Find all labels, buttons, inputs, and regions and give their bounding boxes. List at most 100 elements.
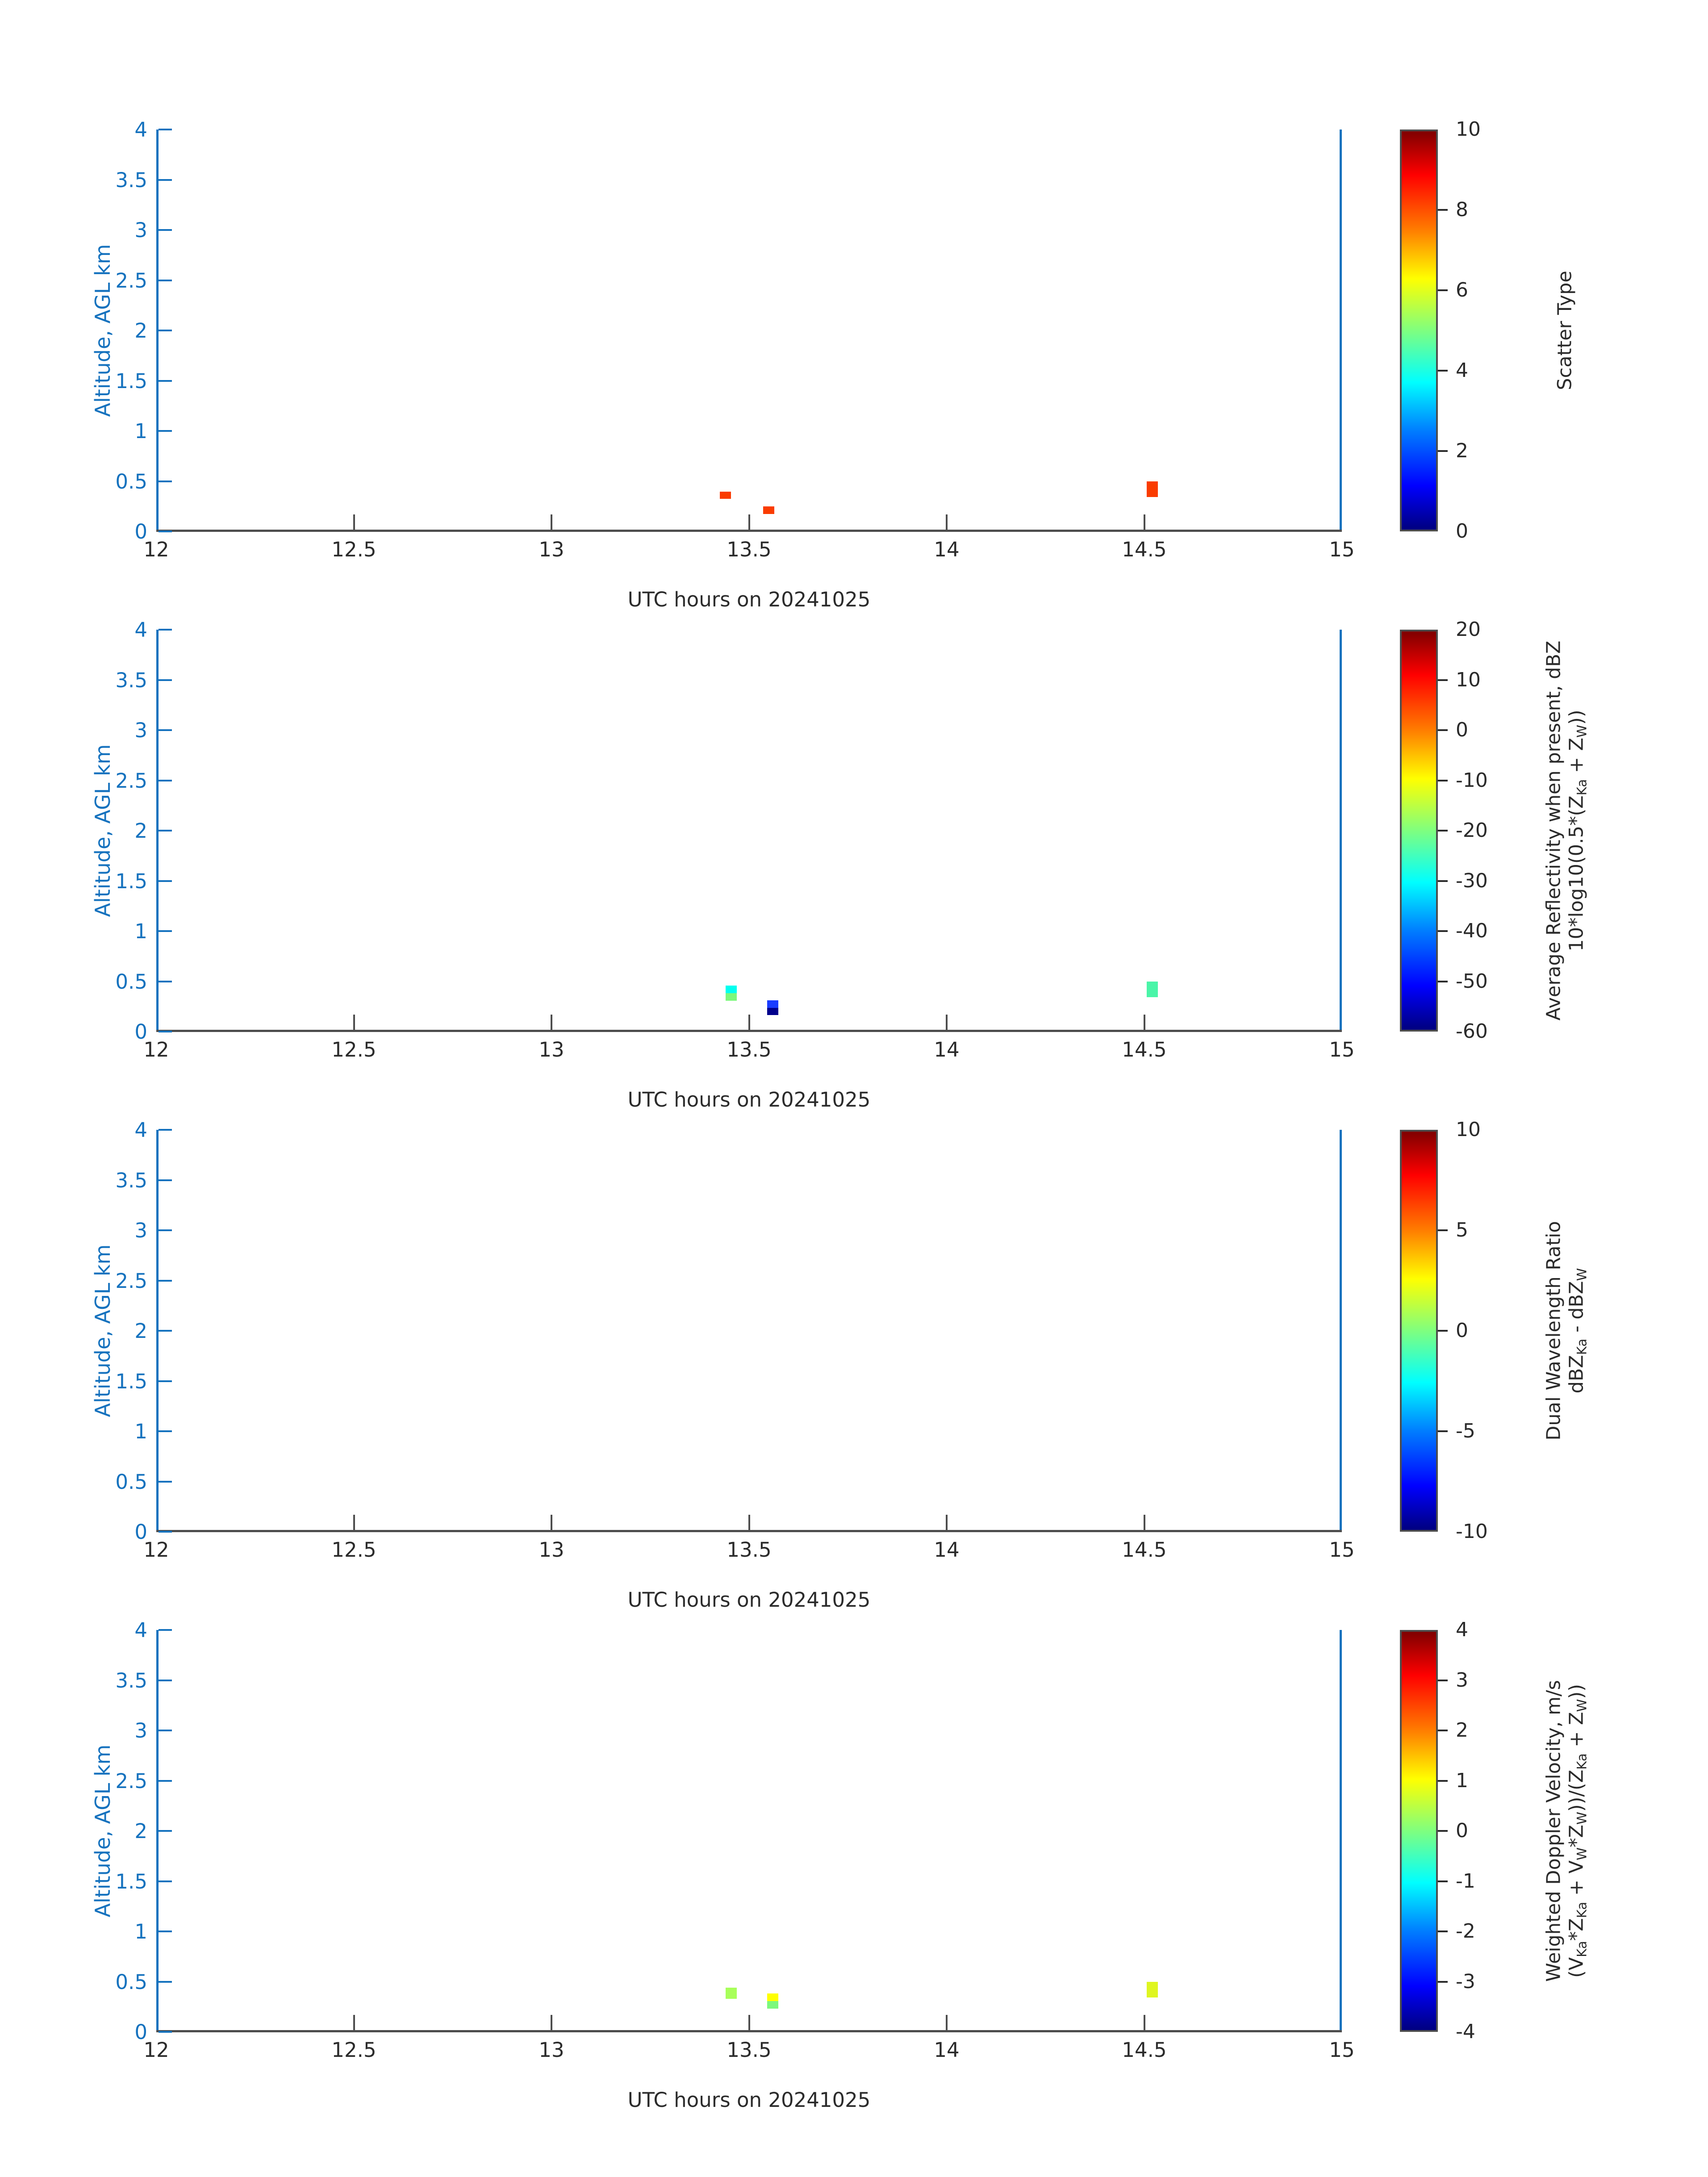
y-axis-tick-label: 3.5: [115, 668, 147, 692]
axis-spine-left: [156, 630, 159, 1032]
colorbar-tick: [1438, 1330, 1448, 1332]
x-axis-tick: [946, 1015, 948, 1032]
y-axis-title: Altitude, AGL km: [91, 744, 115, 917]
colorbar-tick-label: 8: [1456, 198, 1468, 221]
y-axis-tick-label: 3: [134, 719, 147, 742]
x-axis-tick: [551, 1015, 552, 1032]
colorbar-gradient: [1400, 630, 1438, 1032]
x-axis-title: UTC hours on 20241025: [627, 1588, 871, 1612]
x-axis-tick: [946, 514, 948, 531]
axis-spine-right: [1340, 1630, 1342, 2032]
data-marker: [1146, 1982, 1158, 1997]
data-marker: [763, 506, 775, 514]
y-axis-tick-label: 2: [134, 1319, 147, 1343]
y-axis-tick: [159, 1880, 172, 1882]
x-axis-tick-label: 15: [1329, 538, 1355, 561]
colorbar-title: Weighted Doppler Velocity, m/s (VKa*ZKa +…: [1542, 1680, 1590, 1982]
y-axis-tick-label: 0: [134, 520, 147, 543]
x-axis-tick: [748, 1515, 750, 1532]
y-axis-tick-label: 0.5: [115, 1970, 147, 1994]
y-axis-tick-label: 2: [134, 319, 147, 343]
x-axis-title: UTC hours on 20241025: [627, 1088, 871, 1111]
colorbar-tick: [1438, 1830, 1448, 1832]
colorbar-tick-label: 0: [1456, 520, 1468, 543]
y-axis-tick: [159, 179, 172, 181]
plot-area: 0 0.5 1 1.5 2 2.5 3 3.5 4 12 12.5 13 13.5 14 14.5 15 Alt…: [91, 1620, 1355, 2060]
data-marker: [726, 1988, 737, 1999]
x-axis-tick-label: 12.5: [331, 538, 376, 561]
colorbar-tick-label: 5: [1456, 1219, 1468, 1241]
y-axis-tick: [159, 1430, 172, 1432]
x-axis-tick-label: 14.5: [1122, 538, 1167, 561]
axis-spine-right: [1340, 630, 1342, 1032]
y-axis-title: Altitude, AGL km: [91, 244, 115, 417]
x-axis-tick: [551, 514, 552, 531]
data-marker: [720, 491, 731, 499]
colorbar-tick: [1438, 980, 1448, 982]
x-axis-tick-label: 12: [143, 1038, 169, 1061]
x-axis-tick-label: 15: [1329, 2038, 1355, 2062]
colorbar-tick-label: 20: [1456, 618, 1481, 641]
x-axis-tick: [748, 514, 750, 531]
colorbar-tick: [1438, 779, 1448, 781]
colorbar-tick-label: -1: [1456, 1869, 1475, 1893]
colorbar-tick-label: -10: [1456, 1520, 1488, 1543]
colorbar-tick: [1438, 1730, 1448, 1731]
y-axis-tick: [159, 1531, 172, 1533]
y-axis-tick-label: 1.5: [115, 869, 147, 893]
y-axis-tick-label: 2.5: [115, 1769, 147, 1793]
x-axis-tick-label: 13: [539, 1038, 564, 1061]
colorbar-tick: [1438, 830, 1448, 832]
colorbar-tick: [1438, 1780, 1448, 1782]
colorbar-tick-label: 2: [1456, 439, 1468, 462]
y-axis-tick: [159, 729, 172, 731]
y-axis-tick: [159, 930, 172, 932]
x-axis-tick: [353, 514, 355, 531]
colorbar-tick-label: -3: [1456, 1970, 1475, 1993]
y-axis-tick-label: 3.5: [115, 1168, 147, 1192]
x-axis-tick-label: 14: [934, 1538, 960, 1562]
y-axis-tick: [159, 1780, 172, 1782]
colorbar-tick: [1438, 450, 1448, 452]
x-axis-tick-label: 14: [934, 2038, 960, 2062]
y-axis-tick: [159, 330, 172, 331]
y-axis-tick-label: 0: [134, 2020, 147, 2044]
y-axis-tick: [159, 830, 172, 832]
colorbar-tick-label: 10: [1456, 668, 1481, 691]
chart-panel-3: 0 0.5 1 1.5 2 2.5 3 3.5 4 12 12.5 13 13.5 14 14.5 15 Alt…: [0, 1000, 1708, 1610]
colorbar-tick-label: -40: [1456, 919, 1488, 942]
x-axis-tick: [353, 1015, 355, 1032]
y-axis-tick: [159, 629, 172, 631]
colorbar-gradient: [1400, 1630, 1438, 2032]
colorbar-tick: [1438, 1930, 1448, 1932]
axis-spine-right: [1340, 130, 1342, 531]
chart-panel-1: 0 0.5 1 1.5 2 2.5 3 3.5 4 12 12.5 13 13.5 14 14.5 15 Alt…: [0, 0, 1708, 610]
y-axis-tick: [159, 1981, 172, 1983]
colorbar-title: Scatter Type: [1553, 271, 1576, 390]
axis-spine-left: [156, 130, 159, 531]
y-axis-tick: [159, 531, 172, 532]
colorbar-tick-label: -10: [1456, 769, 1488, 792]
y-axis-tick-label: 0.5: [115, 469, 147, 493]
colorbar-tick-label: 10: [1456, 118, 1481, 141]
colorbar-tick: [1438, 289, 1448, 291]
y-axis-tick: [159, 129, 172, 130]
plot-area: 0 0.5 1 1.5 2 2.5 3 3.5 4 12 12.5 13 13.5 14 14.5 15 Alt…: [91, 1120, 1355, 1560]
colorbar-tick: [1438, 1679, 1448, 1681]
x-axis-tick: [551, 2015, 552, 2032]
colorbar-tick-label: -4: [1456, 2020, 1475, 2043]
y-axis-tick: [159, 1679, 172, 1681]
colorbar-tick-label: 4: [1456, 359, 1468, 382]
data-marker: [1146, 481, 1158, 497]
colorbar-tick: [1438, 370, 1448, 372]
colorbar-tick-label: 6: [1456, 279, 1468, 301]
y-axis-tick-label: 4: [134, 1618, 147, 1642]
colorbar-tick: [1438, 1229, 1448, 1231]
colorbar-tick: [1438, 880, 1448, 882]
y-axis-tick-label: 2: [134, 819, 147, 843]
x-axis-tick-label: 13.5: [727, 1538, 772, 1562]
colorbar-title: Dual Wavelength Ratio dBZKa - dBZW: [1542, 1221, 1590, 1441]
y-axis-tick-label: 1.5: [115, 1869, 147, 1893]
y-axis-tick-label: 4: [134, 118, 147, 142]
colorbar-tick: [1438, 729, 1448, 731]
